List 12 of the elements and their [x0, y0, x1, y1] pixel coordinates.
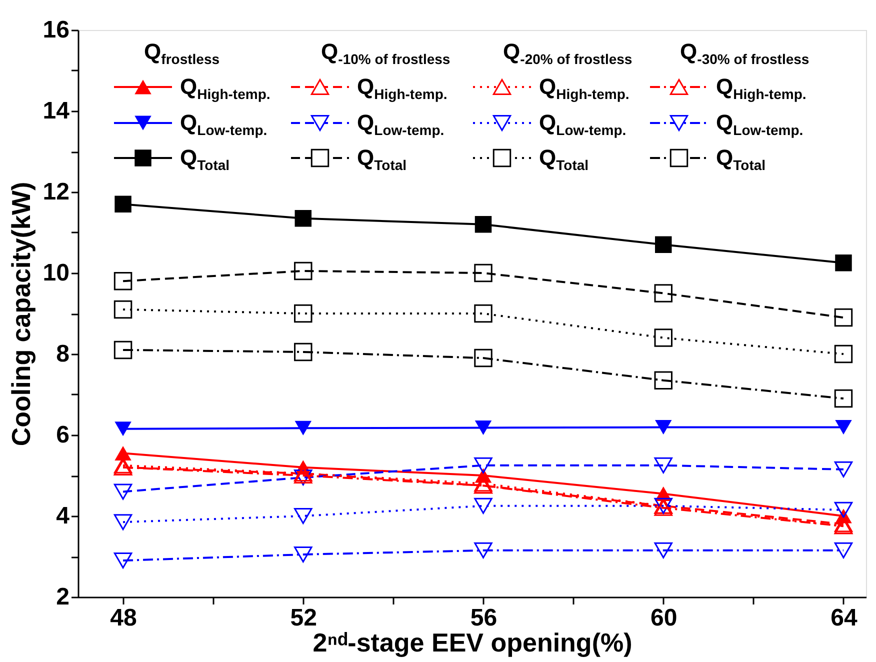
y-tick-label: 16: [42, 16, 70, 44]
y-tick-label: 14: [42, 98, 70, 124]
y-tick-label: 6: [56, 422, 70, 448]
y-tick-label: 8: [56, 340, 70, 368]
y-tick-label: 4: [56, 502, 70, 530]
y-tick-label: 12: [42, 178, 70, 206]
x-tick-label: 48: [110, 604, 137, 632]
y-tick-label: 10: [42, 260, 70, 286]
y-axis-title: Cooling capacity(kW): [6, 182, 36, 446]
x-tick-label: 60: [650, 604, 678, 632]
y-tick-label: 2: [56, 584, 70, 610]
x-tick-label: 64: [830, 604, 858, 632]
